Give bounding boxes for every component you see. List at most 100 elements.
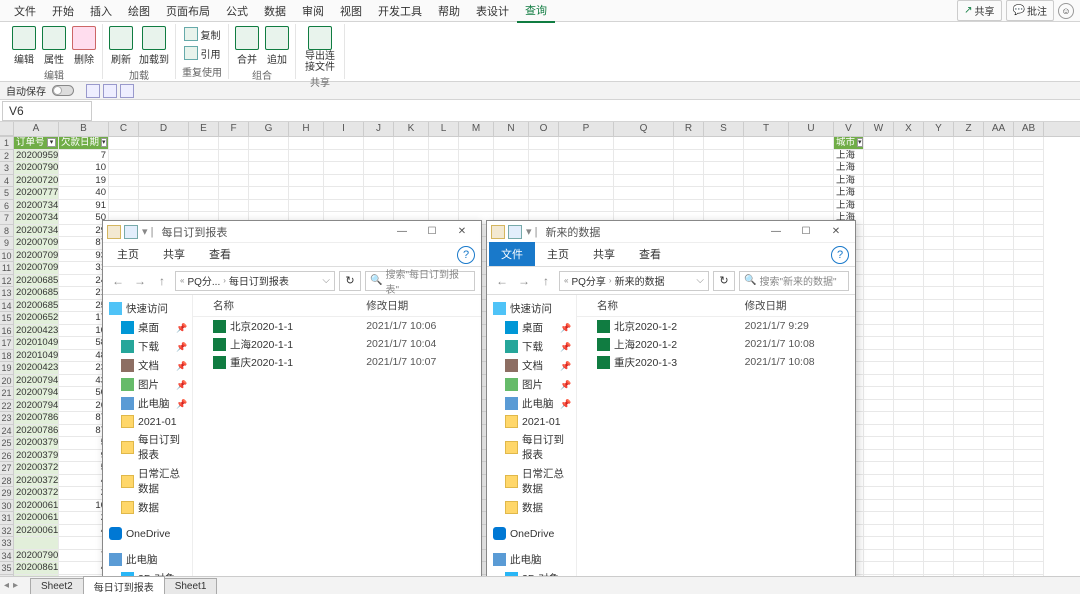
column-header[interactable]: Q [614,122,674,136]
explorer-tab-view[interactable]: 查看 [627,242,673,266]
tab-view[interactable]: 视图 [332,0,370,22]
row-header[interactable]: 25 [0,437,14,450]
sidebar-item[interactable]: 桌面📌 [487,318,576,337]
row-header[interactable]: 13 [0,287,14,300]
column-header[interactable]: AA [984,122,1014,136]
cell[interactable] [1014,562,1044,575]
cell[interactable]: 20200794 [14,375,59,388]
cell[interactable] [289,200,324,213]
cell[interactable] [954,562,984,575]
search-input[interactable]: 🔍搜索"新来的数据" [739,271,849,291]
cell[interactable] [429,200,459,213]
cell[interactable] [954,300,984,313]
cell[interactable] [429,137,459,150]
cell[interactable] [394,200,429,213]
cell[interactable] [704,175,744,188]
cell[interactable] [324,162,364,175]
row-header[interactable]: 5 [0,187,14,200]
sidebar-item[interactable]: 每日订到报表 [487,430,576,464]
name-box[interactable]: V6 [2,101,92,121]
breadcrumb-seg[interactable]: 新来的数据 [615,273,665,288]
column-header[interactable]: L [429,122,459,136]
cell[interactable] [704,200,744,213]
row-header[interactable]: 15 [0,312,14,325]
tab-file[interactable]: 文件 [6,0,44,22]
cell[interactable] [674,137,704,150]
column-header[interactable]: U [789,122,834,136]
row-header[interactable]: 3 [0,162,14,175]
cell[interactable] [109,137,139,150]
cell[interactable] [894,300,924,313]
cell[interactable] [744,187,789,200]
cell[interactable]: 上海 [834,162,864,175]
cell[interactable] [924,525,954,538]
cell[interactable] [864,437,894,450]
cell[interactable] [1014,437,1044,450]
cell[interactable] [864,500,894,513]
cell[interactable] [139,200,189,213]
cell[interactable] [1014,212,1044,225]
sidebar-item[interactable]: 2021-01 [103,413,192,430]
column-header[interactable]: B [59,122,109,136]
cell[interactable] [559,137,614,150]
refresh-button[interactable]: 刷新 [109,24,133,66]
cell[interactable] [789,162,834,175]
cell[interactable] [219,137,249,150]
cell[interactable] [894,387,924,400]
cell[interactable] [894,337,924,350]
cell[interactable] [864,425,894,438]
cell[interactable] [324,200,364,213]
cell[interactable] [219,187,249,200]
cell[interactable]: 20200720 [14,175,59,188]
forward-button[interactable]: → [131,272,149,290]
qat-save-icon[interactable] [86,84,100,98]
cell[interactable] [139,175,189,188]
sidebar-onedrive[interactable]: OneDrive [487,525,576,542]
cell[interactable] [984,150,1014,163]
cell[interactable] [954,362,984,375]
cell[interactable] [864,350,894,363]
sidebar-item[interactable]: 日常汇总数据 [487,464,576,498]
cell[interactable] [954,500,984,513]
cell[interactable] [864,512,894,525]
cell[interactable] [894,262,924,275]
cell[interactable] [894,537,924,550]
sheet-tab[interactable]: Sheet2 [30,578,84,594]
tab-help[interactable]: 帮助 [430,0,468,22]
cell[interactable] [894,362,924,375]
row-header[interactable]: 24 [0,425,14,438]
cell[interactable] [744,150,789,163]
cell[interactable] [924,212,954,225]
cell[interactable] [1014,325,1044,338]
cell[interactable] [559,200,614,213]
cell[interactable] [1014,262,1044,275]
cell[interactable] [559,150,614,163]
cell[interactable] [1014,387,1044,400]
cell[interactable] [529,187,559,200]
cell[interactable] [1014,225,1044,238]
cell[interactable] [954,187,984,200]
cell[interactable] [494,175,529,188]
edit-button[interactable]: 编辑 [12,24,36,66]
cell[interactable] [954,400,984,413]
row-header[interactable]: 18 [0,350,14,363]
sidebar-item[interactable]: 日常汇总数据 [103,464,192,498]
cell[interactable] [249,150,289,163]
cell[interactable] [324,187,364,200]
cell[interactable] [894,525,924,538]
cell[interactable] [364,175,394,188]
cell[interactable] [324,150,364,163]
cell[interactable] [894,250,924,263]
cell[interactable] [324,137,364,150]
tab-formulas[interactable]: 公式 [218,0,256,22]
cell[interactable] [924,250,954,263]
cell[interactable] [984,225,1014,238]
column-header[interactable]: X [894,122,924,136]
cell[interactable] [614,187,674,200]
column-header[interactable]: S [704,122,744,136]
cell[interactable] [1014,275,1044,288]
up-button[interactable]: ↑ [537,272,555,290]
sheet-nav[interactable]: ◂▸ [4,580,18,591]
cell[interactable] [864,487,894,500]
merge-button[interactable]: 合并 [235,24,259,66]
